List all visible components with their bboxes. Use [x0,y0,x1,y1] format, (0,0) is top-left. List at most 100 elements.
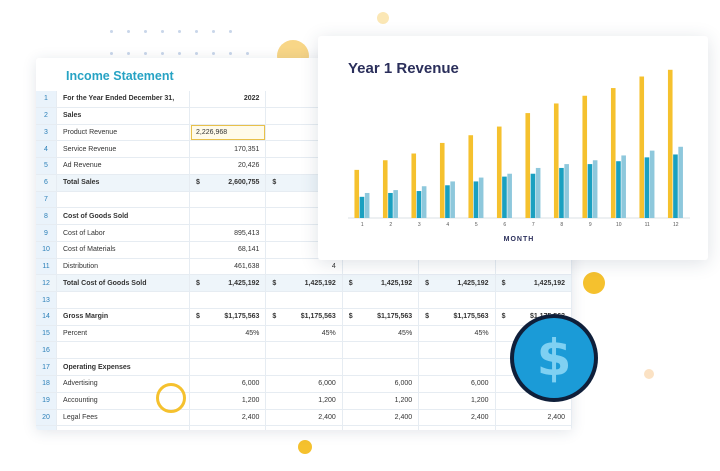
row-label[interactable]: Sales [56,107,190,125]
cell[interactable]: 68,141 [189,241,267,259]
row-label[interactable] [56,291,190,309]
row-label[interactable] [56,341,190,360]
cell[interactable]: 6,000 [418,375,496,393]
cell[interactable]: 895,413 [189,224,267,242]
row-number[interactable]: 1 [36,91,57,108]
row-label[interactable]: Advertising [56,375,190,393]
cell[interactable]: 2,400 [189,409,267,427]
cell[interactable] [418,291,496,309]
row-number[interactable]: 6 [36,174,57,192]
cell[interactable]: 193,420 [418,425,496,430]
cell[interactable]: 45% [189,325,267,343]
cell[interactable]: $ $1,175,563 [189,308,267,326]
cell[interactable]: 1,200 [189,392,267,410]
cell[interactable]: 2022 [189,91,267,108]
cell[interactable]: 6,000 [189,375,267,393]
cell[interactable] [342,258,420,276]
cell[interactable]: 1,200 [265,392,343,410]
row-number[interactable]: 12 [36,274,57,293]
cell[interactable]: $1,425,192 [418,274,496,293]
cell[interactable] [342,291,420,309]
row-number[interactable]: 17 [36,358,57,377]
row-label[interactable] [56,191,190,209]
cell[interactable] [189,207,267,226]
row-number[interactable]: 13 [36,291,57,309]
row-number[interactable]: 10 [36,241,57,259]
cell[interactable] [265,358,343,377]
row-label[interactable]: Cost of Labor [56,224,190,242]
row-label[interactable]: Product Revenue [56,124,190,142]
row-label[interactable]: Total Sales [56,174,190,192]
row-number[interactable]: 2 [36,107,57,125]
cell[interactable]: 1,200 [418,392,496,410]
cell[interactable] [418,258,496,276]
cell[interactable]: $1,425,192 [265,274,343,293]
cell[interactable] [265,341,343,360]
row-number[interactable]: 4 [36,140,57,159]
row-label[interactable]: Operating Expenses [56,358,190,377]
row-number[interactable]: 7 [36,191,57,209]
row-label[interactable]: Gross Margin [56,308,190,326]
cell[interactable]: 2,400 [265,409,343,427]
cell[interactable]: 20,426 [189,157,267,175]
cell[interactable]: 193,420 [189,425,267,430]
cell[interactable]: 2,400 [495,409,572,427]
row-number[interactable]: 15 [36,325,57,343]
cell[interactable] [495,291,572,309]
row-label[interactable]: Ad Revenue [56,157,190,175]
cell[interactable] [189,107,267,125]
cell[interactable]: 4 [265,258,343,276]
row-number[interactable]: 20 [36,409,57,427]
cell[interactable]: 45% [265,325,343,343]
cell[interactable]: $ $1,175,563 [342,308,420,326]
row-label[interactable]: Total Cost of Goods Sold [56,274,190,293]
cell[interactable]: 461,638 [189,258,267,276]
row-number[interactable]: 18 [36,375,57,393]
row-label[interactable]: Service Revenue [56,140,190,159]
cell[interactable]: 193,420 [265,425,343,430]
cell[interactable] [342,358,420,377]
cell[interactable]: 6,000 [265,375,343,393]
row-label[interactable]: Cost of Materials [56,241,190,259]
cell[interactable] [189,191,267,209]
cell[interactable]: 193,420 [342,425,420,430]
cell[interactable] [342,341,420,360]
row-label[interactable]: Legal Fees [56,409,190,427]
cell[interactable] [265,291,343,309]
cell[interactable]: $2,600,755 [189,174,267,192]
cell[interactable]: $1,425,192 [189,274,267,293]
cell[interactable]: 2,400 [342,409,420,427]
row-number[interactable]: 11 [36,258,57,276]
row-label[interactable]: For the Year Ended December 31, [56,91,190,108]
row-number[interactable]: 5 [36,157,57,175]
cell[interactable] [189,358,267,377]
selected-cell[interactable]: 2,226,968 [189,124,267,142]
cell[interactable]: 45% [342,325,420,343]
cell[interactable]: 1,200 [342,392,420,410]
cell[interactable]: $ $1,175,563 [418,308,496,326]
row-number[interactable]: 8 [36,207,57,226]
cell[interactable]: $ $1,175,563 [265,308,343,326]
cell[interactable]: 193,420 [495,425,572,430]
row-label[interactable]: Distribution [56,258,190,276]
row-label[interactable]: Cost of Goods Sold [56,207,190,226]
cell[interactable] [189,291,267,309]
cell[interactable] [418,358,496,377]
row-label[interactable]: Percent [56,325,190,343]
cell[interactable] [495,258,572,276]
row-number[interactable]: 3 [36,124,57,142]
row-number[interactable]: 9 [36,224,57,242]
row-number[interactable]: 21 [36,425,57,430]
row-number[interactable]: 16 [36,341,57,360]
cell[interactable]: 2,400 [418,409,496,427]
row-number[interactable]: 19 [36,392,57,410]
cell[interactable] [189,341,267,360]
cell[interactable]: $1,425,192 [495,274,572,293]
cell[interactable]: 6,000 [342,375,420,393]
row-label[interactable]: Transaction Fees [56,425,190,430]
cell[interactable]: $1,425,192 [342,274,420,293]
cell[interactable]: 45% [418,325,496,343]
cell[interactable] [418,341,496,360]
row-number[interactable]: 14 [36,308,57,326]
cell[interactable]: 170,351 [189,140,267,159]
